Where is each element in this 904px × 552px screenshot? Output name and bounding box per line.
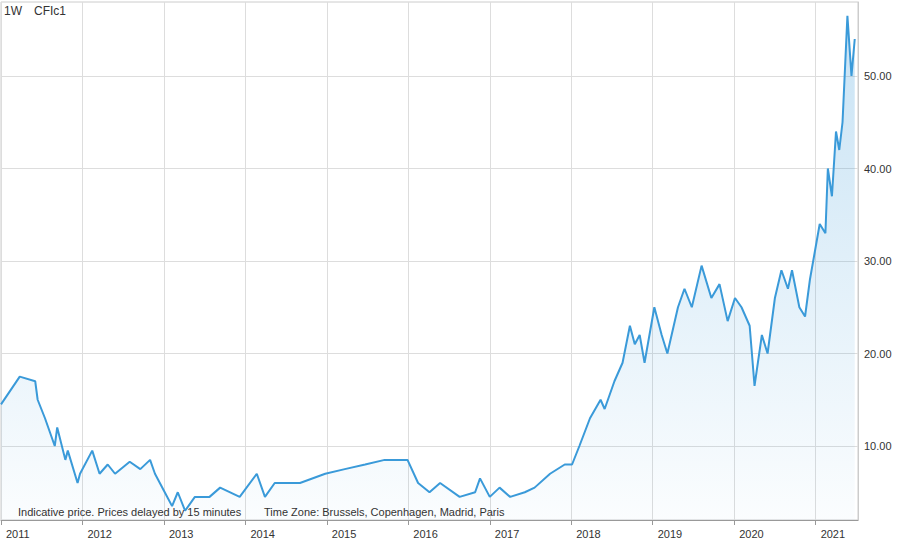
svg-text:2017: 2017 bbox=[495, 528, 519, 540]
svg-text:2019: 2019 bbox=[658, 528, 682, 540]
svg-text:Indicative price. Prices delay: Indicative price. Prices delayed by 15 m… bbox=[18, 506, 242, 518]
svg-text:2021: 2021 bbox=[821, 528, 845, 540]
svg-text:2013: 2013 bbox=[169, 528, 193, 540]
svg-text:2016: 2016 bbox=[413, 528, 437, 540]
svg-text:2018: 2018 bbox=[576, 528, 600, 540]
svg-text:2012: 2012 bbox=[87, 528, 111, 540]
svg-text:20.00: 20.00 bbox=[864, 348, 892, 360]
svg-text:40.00: 40.00 bbox=[864, 163, 892, 175]
svg-text:2011: 2011 bbox=[6, 528, 30, 540]
svg-text:30.00: 30.00 bbox=[864, 255, 892, 267]
svg-text:Time Zone: Brussels, Copenhage: Time Zone: Brussels, Copenhagen, Madrid,… bbox=[264, 506, 505, 518]
svg-text:50.00: 50.00 bbox=[864, 70, 892, 82]
svg-text:1W: 1W bbox=[4, 4, 23, 18]
svg-text:2015: 2015 bbox=[332, 528, 356, 540]
svg-text:2020: 2020 bbox=[739, 528, 763, 540]
svg-text:10.00: 10.00 bbox=[864, 440, 892, 452]
svg-text:2014: 2014 bbox=[250, 528, 274, 540]
svg-text:CFIc1: CFIc1 bbox=[34, 4, 66, 18]
